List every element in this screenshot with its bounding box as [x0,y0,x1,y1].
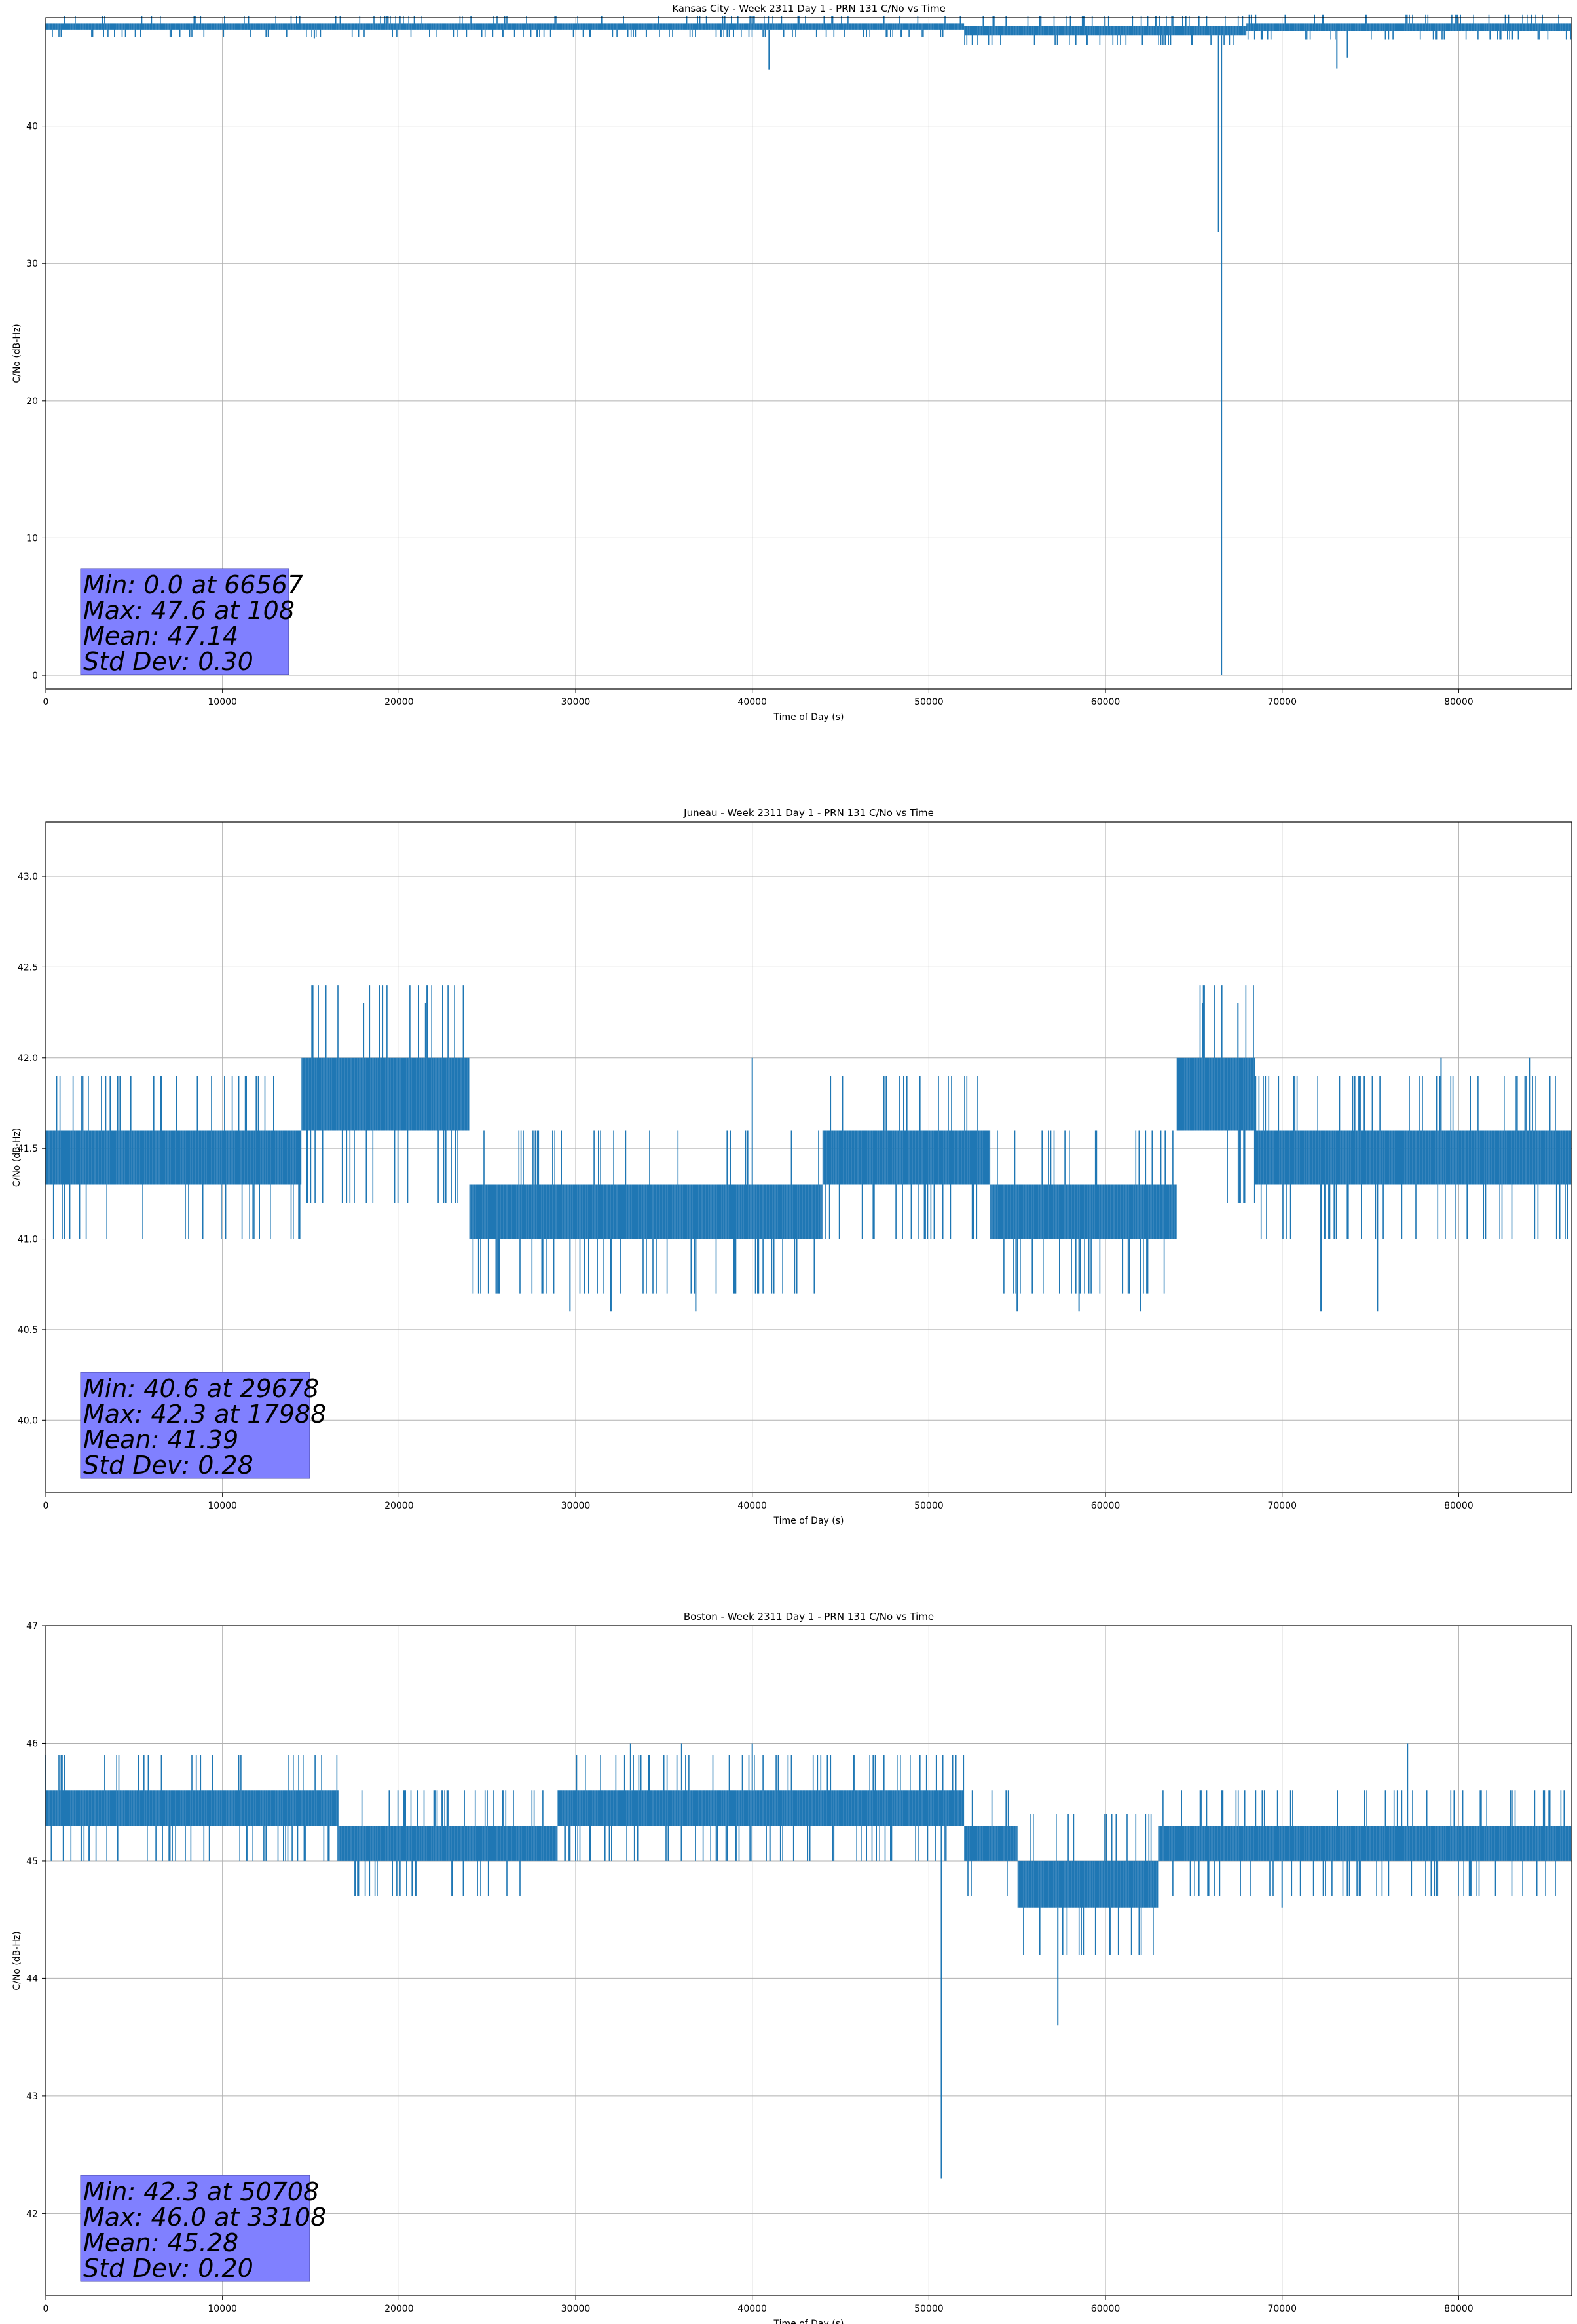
stats-line: Min: 42.3 at 50708 [83,2177,319,2206]
x-axis-label: Time of Day (s) [773,2319,844,2324]
x-tick-label: 20000 [384,2304,414,2314]
stats-box [80,568,289,675]
chart-panel-3: 0 10000 20000 30000 40000 50000 60000 70000 8000… [12,1611,1572,2324]
x-tick-label: 50000 [914,2304,944,2314]
x-axis-label: Time of Day (s) [773,1516,844,1526]
stats-line: Std Dev: 0.28 [83,1451,253,1480]
x-tick-label: 30000 [561,2304,591,2314]
chart-title: Boston - Week 2311 Day 1 - PRN 131 C/No … [684,1611,934,1622]
x-tick-label: 60000 [1091,1501,1121,1511]
chart-title: Kansas City - Week 2311 Day 1 - PRN 131 … [672,3,946,14]
y-axis-label: C/No (dB-Hz) [12,1128,22,1187]
stats-line: Mean: 41.39 [83,1425,238,1454]
stats-line: Mean: 47.14 [83,622,238,650]
y-tick-label: 0 [32,671,38,681]
y-tick-label: 20 [26,396,38,407]
x-axis-label: Time of Day (s) [773,712,844,722]
stats-line: Std Dev: 0.20 [83,2254,253,2283]
y-axis-label: C/No (dB-Hz) [12,1931,22,1990]
y-tick-label: 42.0 [18,1053,38,1064]
y-tick-label: 40.0 [18,1415,38,1426]
x-tick-label: 10000 [208,1501,237,1511]
y-tick-label: 10 [26,533,38,544]
y-tick-label: 44 [26,1974,38,1984]
y-tick-label: 40.5 [18,1325,38,1336]
chart-panel-2: 0 10000 20000 30000 40000 50000 60000 70000 8000… [12,807,1572,1526]
axes-frame [45,1625,1572,2296]
x-tick-label: 50000 [914,1501,944,1511]
y-tick-label: 43.0 [18,872,38,882]
x-tick-label: 70000 [1267,2304,1297,2314]
x-tick-label: 50000 [914,697,944,707]
y-tick-label: 42.5 [18,962,38,973]
x-tick-label: 80000 [1444,697,1474,707]
axes-frame [45,17,1572,690]
chart-panel-1: 0 10000 20000 30000 40000 50000 60000 70000 8000… [12,3,1572,722]
stats-line: Mean: 45.28 [83,2228,238,2257]
x-tick-label: 20000 [384,1501,414,1511]
x-tick-label: 20000 [384,697,414,707]
x-tick-label: 80000 [1444,1501,1474,1511]
y-tick-label: 46 [26,1738,38,1749]
x-tick-label: 70000 [1267,697,1297,707]
x-tick-label: 60000 [1091,697,1121,707]
x-tick-label: 40000 [737,1501,767,1511]
stats-line: Min: 40.6 at 29678 [83,1374,319,1403]
x-tick-label: 0 [43,1501,49,1511]
y-tick-label: 43 [26,2091,38,2102]
axes-frame [45,821,1572,1493]
x-tick-label: 60000 [1091,2304,1121,2314]
y-axis-label: C/No (dB-Hz) [12,324,22,383]
stats-box [80,2175,310,2282]
x-tick-label: 40000 [737,697,767,707]
x-tick-label: 10000 [208,697,237,707]
y-tick-label: 30 [26,259,38,269]
series-line [45,1755,1572,1955]
series-line [45,14,1572,45]
stats-line: Max: 47.6 at 108 [83,596,295,625]
y-tick-label: 41.5 [18,1144,38,1154]
stats-line: Max: 46.0 at 33108 [83,2203,326,2232]
series-line [45,985,1572,1294]
stats-box [80,1372,310,1479]
stats-line: Std Dev: 0.30 [83,647,253,676]
y-tick-label: 41.0 [18,1235,38,1245]
stats-line: Min: 0.0 at 66567 [83,571,303,599]
y-tick-label: 40 [26,122,38,132]
y-tick-label: 47 [26,1621,38,1632]
chart-title: Juneau - Week 2311 Day 1 - PRN 131 C/No … [683,807,934,819]
x-tick-label: 0 [43,697,49,707]
y-tick-label: 45 [26,1856,38,1867]
y-tick-label: 42 [26,2209,38,2219]
stats-line: Max: 42.3 at 17988 [83,1400,326,1429]
x-tick-label: 30000 [561,1501,591,1511]
x-tick-label: 0 [43,2304,49,2314]
x-tick-label: 40000 [737,2304,767,2314]
x-tick-label: 30000 [561,697,591,707]
x-tick-label: 70000 [1267,1501,1297,1511]
x-tick-label: 80000 [1444,2304,1474,2314]
x-tick-label: 10000 [208,2304,237,2314]
